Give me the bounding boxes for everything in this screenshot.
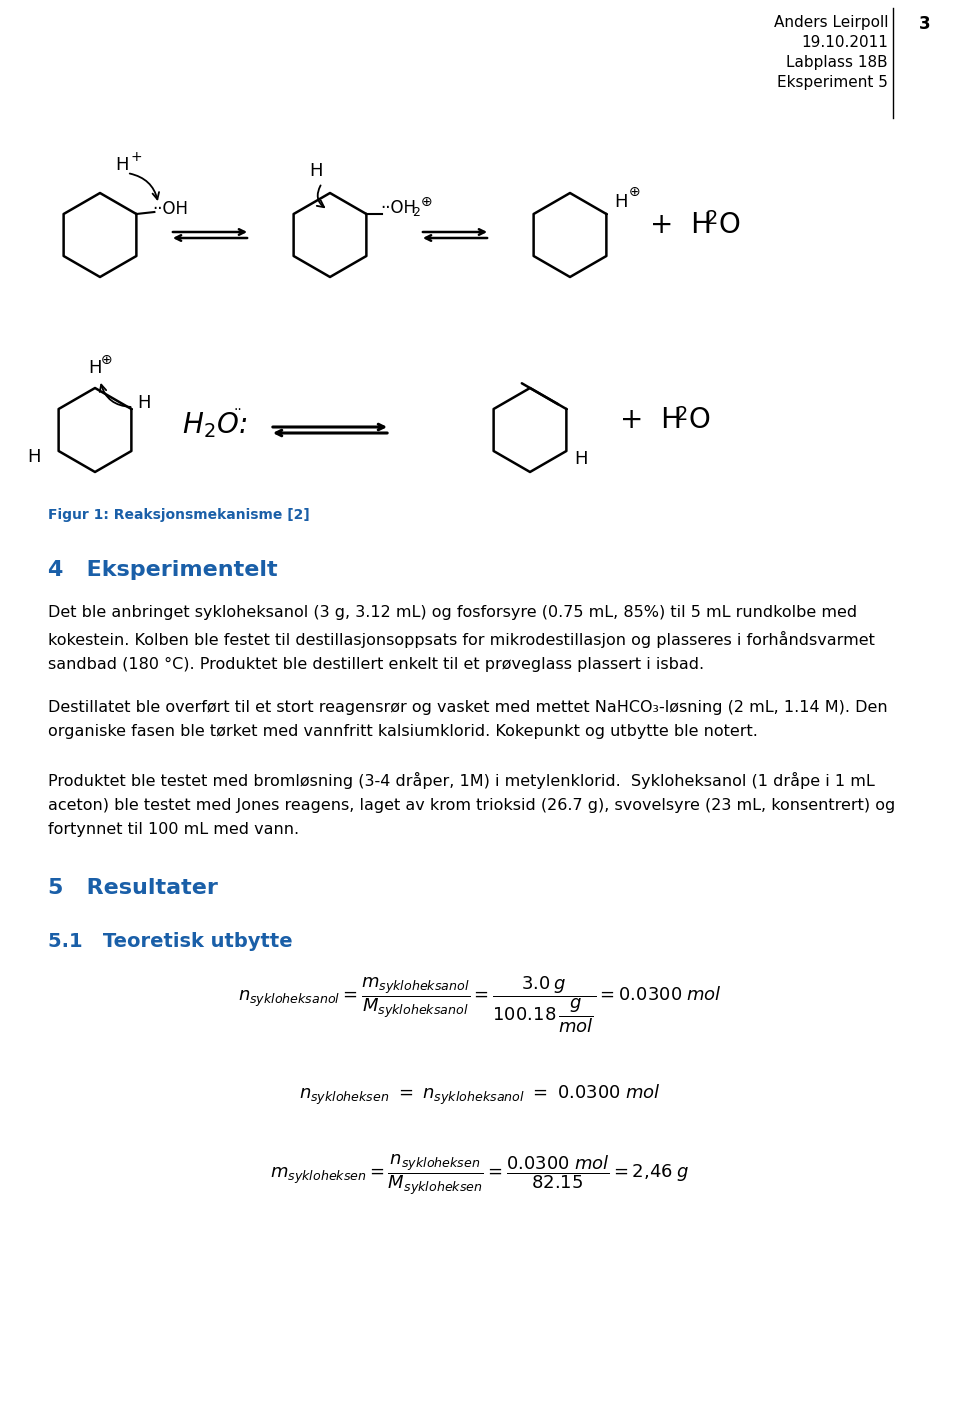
FancyArrowPatch shape (317, 186, 324, 207)
Text: 5.1   Teoretisk utbytte: 5.1 Teoretisk utbytte (48, 932, 293, 950)
Text: H: H (27, 448, 40, 466)
Text: Figur 1: Reaksjonsmekanisme [2]: Figur 1: Reaksjonsmekanisme [2] (48, 508, 310, 522)
Text: 3: 3 (919, 15, 931, 32)
Text: 2: 2 (676, 404, 688, 424)
Text: H: H (574, 451, 588, 467)
Text: H: H (88, 359, 102, 377)
Text: 2: 2 (706, 210, 718, 228)
Text: ··OH: ··OH (380, 199, 417, 217)
Text: Destillatet ble overført til et stort reagensrør og vasket med mettet NaHCO₃-løs: Destillatet ble overført til et stort re… (48, 700, 888, 739)
Text: Produktet ble testet med bromløsning (3-4 dråper, 1M) i metylenklorid.  Syklohek: Produktet ble testet med bromløsning (3-… (48, 772, 896, 836)
Text: O: O (688, 406, 709, 434)
Text: +  H: + H (650, 211, 712, 239)
Text: Labplass 18B: Labplass 18B (786, 55, 888, 70)
Text: $n_{sykloheksen} \ = \ n_{sykloheksanol} \ = \ 0.0300 \; mol$: $n_{sykloheksen} \ = \ n_{sykloheksanol}… (300, 1083, 660, 1107)
Text: Det ble anbringet sykloheksanol (3 g, 3.12 mL) og fosforsyre (0.75 mL, 85%) til : Det ble anbringet sykloheksanol (3 g, 3.… (48, 605, 875, 672)
Text: H: H (137, 394, 151, 413)
Text: Eksperiment 5: Eksperiment 5 (778, 75, 888, 90)
Text: H: H (614, 193, 628, 211)
Text: $n_{sykloheksanol} = \dfrac{m_{sykloheksanol}}{M_{sykloheksanol}} = \dfrac{3.0\,: $n_{sykloheksanol} = \dfrac{m_{sykloheks… (238, 974, 722, 1035)
Text: Anders Leirpoll: Anders Leirpoll (774, 15, 888, 30)
Text: 5   Resultater: 5 Resultater (48, 879, 218, 898)
Text: +  H: + H (620, 406, 682, 434)
FancyArrowPatch shape (130, 173, 159, 200)
Text: H: H (115, 156, 129, 175)
Text: O: O (718, 211, 740, 239)
Text: +: + (131, 151, 142, 163)
Text: 19.10.2011: 19.10.2011 (802, 35, 888, 51)
Text: ··OH: ··OH (153, 200, 188, 218)
FancyArrowPatch shape (100, 384, 131, 407)
Text: H$_2$O:: H$_2$O: (182, 410, 248, 439)
Text: 2: 2 (413, 206, 420, 218)
Text: ⊕: ⊕ (420, 194, 432, 208)
Text: ⊕: ⊕ (629, 184, 640, 199)
Text: H: H (309, 162, 323, 180)
Text: $m_{sykloheksen} = \dfrac{n_{sykloheksen}}{M_{sykloheksen}} = \dfrac{0.0300\;mol: $m_{sykloheksen} = \dfrac{n_{sykloheksen… (270, 1153, 690, 1197)
Text: ··: ·· (233, 403, 242, 417)
Text: 4   Eksperimentelt: 4 Eksperimentelt (48, 560, 277, 580)
Text: ⊕: ⊕ (101, 353, 113, 367)
